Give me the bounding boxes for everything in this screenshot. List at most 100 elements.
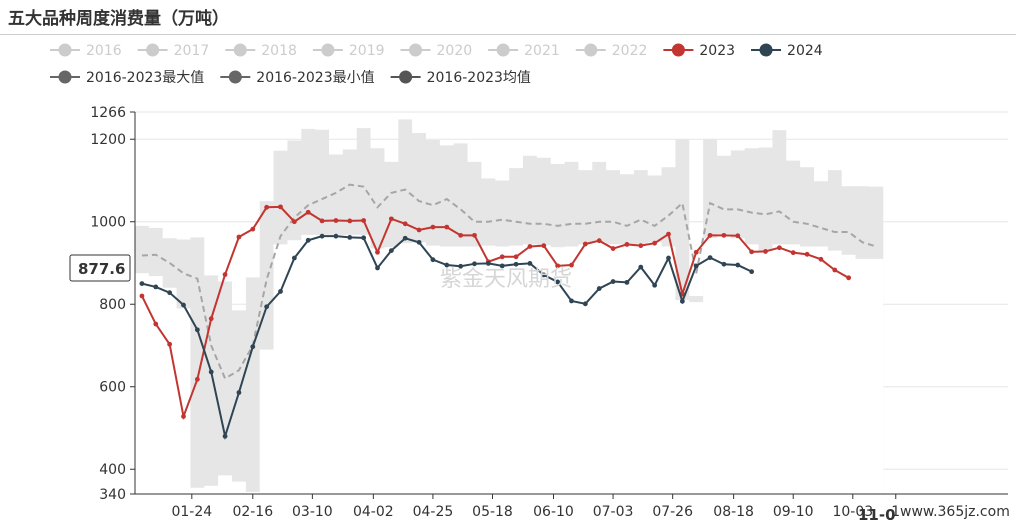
legend-item-2017[interactable]: 2017 — [137, 43, 210, 59]
legend-label: 2016 — [86, 43, 122, 59]
chart-title: 五大品种周度消费量（万吨） — [8, 9, 229, 29]
legend-item-2016-2023最大值[interactable]: 2016-2023最大值 — [50, 70, 204, 86]
data-point — [804, 251, 810, 257]
series-2024 — [139, 233, 755, 441]
data-point — [555, 279, 561, 285]
legend-item-2016-2023最小值[interactable]: 2016-2023最小值 — [220, 70, 375, 86]
data-point — [610, 279, 616, 284]
data-point — [624, 279, 630, 285]
data-point — [278, 204, 283, 210]
data-point — [291, 219, 297, 225]
data-point — [666, 231, 671, 237]
data-point — [527, 244, 533, 249]
data-point — [333, 233, 339, 239]
data-point — [375, 265, 380, 271]
legend-item-2021[interactable]: 2021 — [488, 43, 560, 59]
legend-marker — [58, 43, 72, 57]
y-tick-label: 1000 — [90, 215, 126, 231]
y-tick-label: 600 — [99, 380, 126, 396]
data-point — [666, 255, 671, 261]
data-point — [222, 272, 228, 277]
data-point — [763, 249, 768, 254]
data-point — [402, 235, 408, 241]
legend-label: 2016-2023最大值 — [86, 70, 204, 86]
data-point — [347, 218, 353, 224]
legend-label: 2017 — [174, 43, 210, 59]
data-point — [208, 369, 214, 375]
min-band — [135, 234, 884, 495]
legend-marker — [671, 43, 685, 57]
data-point — [569, 298, 574, 304]
data-point — [194, 376, 200, 382]
data-point — [610, 246, 616, 251]
data-point — [416, 239, 422, 245]
data-point — [416, 227, 422, 233]
x-tick-label: 1 — [891, 504, 900, 520]
x-tick-label: 07-26 — [652, 504, 693, 520]
legend-item-2022[interactable]: 2022 — [575, 43, 648, 59]
data-point — [153, 321, 159, 327]
data-point — [596, 286, 602, 291]
legend-label: 2020 — [437, 43, 473, 59]
data-point — [624, 242, 630, 247]
legend-item-2018[interactable]: 2018 — [225, 43, 297, 59]
data-point — [472, 261, 477, 267]
data-point — [139, 281, 145, 287]
data-point — [555, 263, 561, 269]
x-tick-label: 09-10 — [773, 504, 814, 520]
x-tick-label: 07-03 — [593, 504, 634, 520]
legend-label: 2021 — [524, 43, 560, 59]
legend-label: 2023 — [699, 43, 735, 59]
average-line — [141, 183, 877, 380]
data-point — [388, 216, 394, 222]
data-point — [291, 255, 297, 261]
data-point — [305, 209, 311, 215]
legend-marker — [321, 43, 335, 57]
axes: 340 400 600 800 1000 1200 1266 01-24 02-16 03-10 0… — [90, 105, 1008, 520]
data-point — [208, 316, 214, 322]
data-point — [236, 234, 242, 240]
legend-item-2019[interactable]: 2019 — [312, 43, 385, 59]
data-point — [569, 262, 574, 268]
data-point — [527, 260, 533, 266]
series-lines — [139, 204, 852, 441]
data-point — [430, 257, 436, 263]
legend-label: 2018 — [261, 43, 297, 59]
data-point — [638, 264, 644, 270]
data-point — [264, 204, 270, 210]
x-cursor-label: 11-0 — [858, 506, 896, 524]
data-point — [790, 250, 796, 256]
data-point — [582, 301, 588, 307]
data-point — [361, 218, 367, 223]
data-point — [153, 284, 159, 290]
legend-item-2016[interactable]: 2016 — [50, 43, 122, 59]
data-point — [693, 263, 699, 269]
legend-label: 2019 — [349, 43, 385, 59]
data-point — [250, 344, 256, 350]
legend-marker — [233, 43, 247, 57]
site-watermark: www.365jz.com — [900, 504, 1010, 520]
data-point — [513, 261, 519, 267]
legend-item-2020[interactable]: 2020 — [400, 43, 473, 59]
legend-label: 2024 — [787, 43, 823, 59]
data-point — [499, 263, 505, 269]
legend-item-2024[interactable]: 2024 — [751, 43, 823, 59]
legend-marker — [496, 43, 510, 57]
data-point — [444, 224, 450, 230]
x-tick-label: 04-25 — [413, 504, 454, 520]
legend-item-2023[interactable]: 2023 — [663, 43, 735, 59]
y-tick-label: 340 — [99, 487, 126, 503]
x-tick-label: 06-10 — [533, 504, 574, 520]
data-point — [652, 240, 658, 246]
y-tick-label: 1266 — [90, 105, 126, 121]
y-tick-label: 800 — [99, 297, 126, 313]
data-point — [430, 224, 436, 230]
data-point — [707, 232, 713, 238]
data-point — [818, 256, 824, 262]
data-point — [721, 261, 727, 267]
legend-label: 2022 — [612, 43, 648, 59]
legend-label: 2016-2023均值 — [427, 70, 531, 86]
data-point — [679, 298, 685, 304]
legend-item-2016-2023均值[interactable]: 2016-2023均值 — [390, 70, 531, 86]
